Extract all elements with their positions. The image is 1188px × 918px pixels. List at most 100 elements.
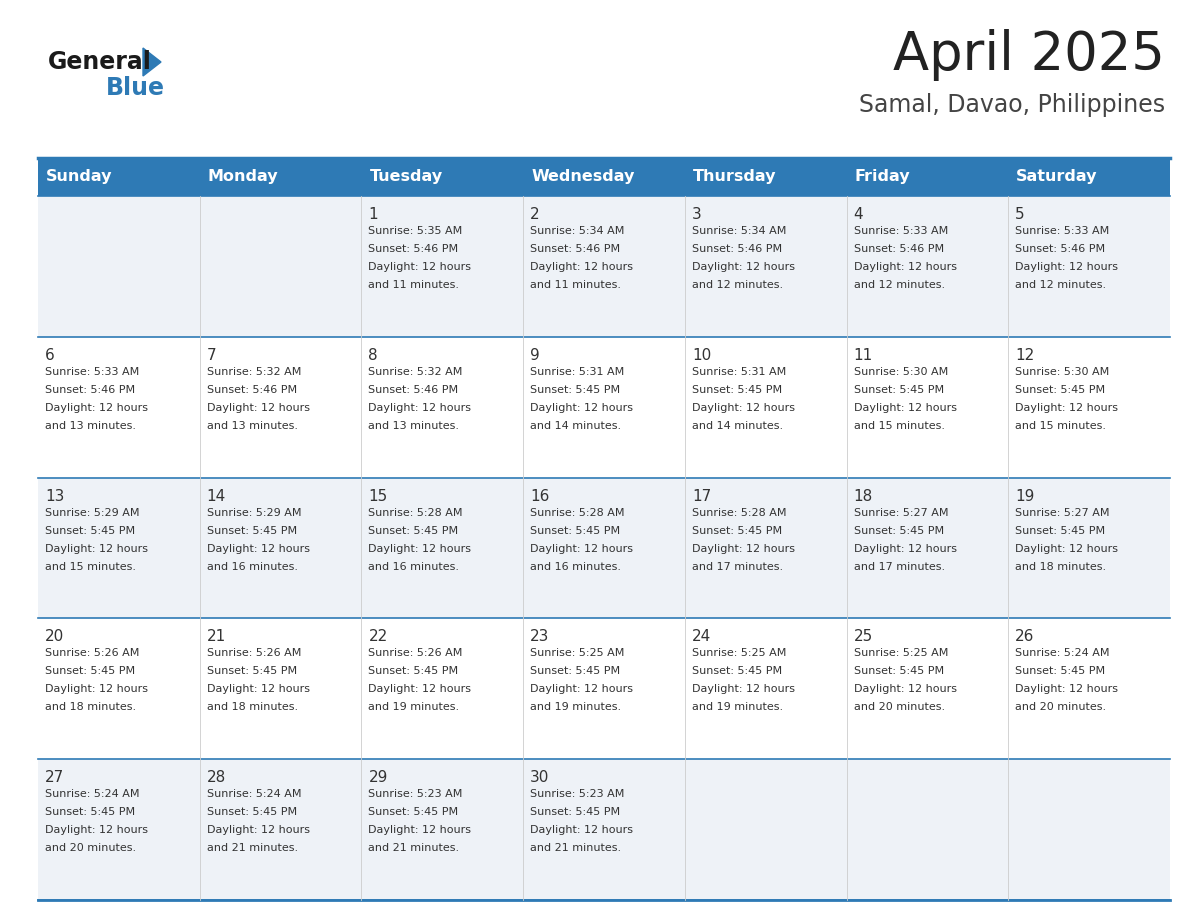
- Text: 29: 29: [368, 770, 387, 785]
- Text: 6: 6: [45, 348, 55, 363]
- Text: and 13 minutes.: and 13 minutes.: [207, 420, 298, 431]
- Text: Sunrise: 5:24 AM: Sunrise: 5:24 AM: [1016, 648, 1110, 658]
- Text: Daylight: 12 hours: Daylight: 12 hours: [1016, 543, 1118, 554]
- Text: and 19 minutes.: and 19 minutes.: [530, 702, 621, 712]
- Text: Sunset: 5:45 PM: Sunset: 5:45 PM: [691, 385, 782, 395]
- Text: 17: 17: [691, 488, 712, 504]
- Text: Daylight: 12 hours: Daylight: 12 hours: [530, 543, 633, 554]
- Text: Daylight: 12 hours: Daylight: 12 hours: [207, 685, 310, 694]
- Text: and 19 minutes.: and 19 minutes.: [691, 702, 783, 712]
- Text: Daylight: 12 hours: Daylight: 12 hours: [45, 543, 148, 554]
- Text: Sunrise: 5:31 AM: Sunrise: 5:31 AM: [691, 367, 786, 376]
- Text: Sunset: 5:45 PM: Sunset: 5:45 PM: [691, 666, 782, 677]
- Text: Daylight: 12 hours: Daylight: 12 hours: [207, 825, 310, 835]
- Text: and 20 minutes.: and 20 minutes.: [853, 702, 944, 712]
- Text: Sunset: 5:45 PM: Sunset: 5:45 PM: [45, 807, 135, 817]
- Text: Sunset: 5:45 PM: Sunset: 5:45 PM: [530, 385, 620, 395]
- Text: Daylight: 12 hours: Daylight: 12 hours: [530, 685, 633, 694]
- Text: Daylight: 12 hours: Daylight: 12 hours: [853, 403, 956, 413]
- Text: Daylight: 12 hours: Daylight: 12 hours: [691, 262, 795, 272]
- Text: Sunrise: 5:34 AM: Sunrise: 5:34 AM: [530, 226, 625, 236]
- Text: Daylight: 12 hours: Daylight: 12 hours: [691, 685, 795, 694]
- Text: Daylight: 12 hours: Daylight: 12 hours: [1016, 685, 1118, 694]
- Text: and 14 minutes.: and 14 minutes.: [691, 420, 783, 431]
- Bar: [38, 619, 1170, 759]
- Text: Sunrise: 5:32 AM: Sunrise: 5:32 AM: [207, 367, 301, 376]
- Text: and 17 minutes.: and 17 minutes.: [691, 562, 783, 572]
- Text: Sunrise: 5:33 AM: Sunrise: 5:33 AM: [853, 226, 948, 236]
- Text: Sunrise: 5:24 AM: Sunrise: 5:24 AM: [207, 789, 302, 800]
- Text: and 11 minutes.: and 11 minutes.: [530, 280, 621, 290]
- Text: 22: 22: [368, 630, 387, 644]
- Text: and 18 minutes.: and 18 minutes.: [207, 702, 298, 712]
- Text: and 15 minutes.: and 15 minutes.: [45, 562, 135, 572]
- Text: 23: 23: [530, 630, 550, 644]
- Text: 24: 24: [691, 630, 712, 644]
- Text: and 21 minutes.: and 21 minutes.: [368, 844, 460, 853]
- Text: Sunrise: 5:27 AM: Sunrise: 5:27 AM: [853, 508, 948, 518]
- Text: Monday: Monday: [208, 170, 278, 185]
- Text: Sunrise: 5:25 AM: Sunrise: 5:25 AM: [691, 648, 786, 658]
- Polygon shape: [143, 48, 162, 76]
- Text: and 13 minutes.: and 13 minutes.: [45, 420, 135, 431]
- Text: 21: 21: [207, 630, 226, 644]
- Text: and 21 minutes.: and 21 minutes.: [530, 844, 621, 853]
- Text: 9: 9: [530, 348, 539, 363]
- Text: and 16 minutes.: and 16 minutes.: [207, 562, 298, 572]
- Text: Daylight: 12 hours: Daylight: 12 hours: [207, 543, 310, 554]
- Text: Sunset: 5:45 PM: Sunset: 5:45 PM: [853, 526, 943, 535]
- Text: Sunset: 5:45 PM: Sunset: 5:45 PM: [530, 807, 620, 817]
- Text: Sunrise: 5:29 AM: Sunrise: 5:29 AM: [45, 508, 139, 518]
- Text: Sunrise: 5:31 AM: Sunrise: 5:31 AM: [530, 367, 625, 376]
- Text: Daylight: 12 hours: Daylight: 12 hours: [853, 543, 956, 554]
- Text: 1: 1: [368, 207, 378, 222]
- Text: Daylight: 12 hours: Daylight: 12 hours: [368, 685, 472, 694]
- Text: Sunset: 5:46 PM: Sunset: 5:46 PM: [45, 385, 135, 395]
- Text: Sunset: 5:46 PM: Sunset: 5:46 PM: [530, 244, 620, 254]
- Text: Daylight: 12 hours: Daylight: 12 hours: [45, 825, 148, 835]
- Text: Sunset: 5:45 PM: Sunset: 5:45 PM: [207, 807, 297, 817]
- Bar: [38, 158, 1170, 196]
- Text: Sunset: 5:45 PM: Sunset: 5:45 PM: [530, 666, 620, 677]
- Text: 5: 5: [1016, 207, 1025, 222]
- Text: 13: 13: [45, 488, 64, 504]
- Text: 26: 26: [1016, 630, 1035, 644]
- Text: and 14 minutes.: and 14 minutes.: [530, 420, 621, 431]
- Text: Sunset: 5:46 PM: Sunset: 5:46 PM: [691, 244, 782, 254]
- Text: Friday: Friday: [854, 170, 910, 185]
- Text: Sunset: 5:46 PM: Sunset: 5:46 PM: [368, 244, 459, 254]
- Text: and 17 minutes.: and 17 minutes.: [853, 562, 944, 572]
- Text: General: General: [48, 50, 152, 74]
- Text: and 21 minutes.: and 21 minutes.: [207, 844, 298, 853]
- Text: Daylight: 12 hours: Daylight: 12 hours: [368, 543, 472, 554]
- Text: 19: 19: [1016, 488, 1035, 504]
- Text: 7: 7: [207, 348, 216, 363]
- Text: Sunrise: 5:29 AM: Sunrise: 5:29 AM: [207, 508, 302, 518]
- Text: Saturday: Saturday: [1016, 170, 1098, 185]
- Bar: [38, 477, 1170, 619]
- Text: Sunset: 5:45 PM: Sunset: 5:45 PM: [530, 526, 620, 535]
- Text: and 18 minutes.: and 18 minutes.: [45, 702, 137, 712]
- Text: Daylight: 12 hours: Daylight: 12 hours: [368, 825, 472, 835]
- Text: Sunrise: 5:34 AM: Sunrise: 5:34 AM: [691, 226, 786, 236]
- Text: Sunset: 5:45 PM: Sunset: 5:45 PM: [207, 666, 297, 677]
- Text: and 18 minutes.: and 18 minutes.: [1016, 562, 1106, 572]
- Text: 11: 11: [853, 348, 873, 363]
- Text: 4: 4: [853, 207, 864, 222]
- Text: Sunset: 5:45 PM: Sunset: 5:45 PM: [853, 385, 943, 395]
- Text: Daylight: 12 hours: Daylight: 12 hours: [853, 262, 956, 272]
- Text: Sunrise: 5:23 AM: Sunrise: 5:23 AM: [530, 789, 625, 800]
- Text: Sunset: 5:46 PM: Sunset: 5:46 PM: [853, 244, 943, 254]
- Text: Daylight: 12 hours: Daylight: 12 hours: [368, 403, 472, 413]
- Text: Daylight: 12 hours: Daylight: 12 hours: [207, 403, 310, 413]
- Text: Sunset: 5:45 PM: Sunset: 5:45 PM: [45, 666, 135, 677]
- Text: 16: 16: [530, 488, 550, 504]
- Text: Daylight: 12 hours: Daylight: 12 hours: [530, 825, 633, 835]
- Text: Tuesday: Tuesday: [369, 170, 443, 185]
- Text: 12: 12: [1016, 348, 1035, 363]
- Text: Daylight: 12 hours: Daylight: 12 hours: [1016, 403, 1118, 413]
- Text: and 15 minutes.: and 15 minutes.: [1016, 420, 1106, 431]
- Text: Sunset: 5:45 PM: Sunset: 5:45 PM: [1016, 666, 1105, 677]
- Text: and 13 minutes.: and 13 minutes.: [368, 420, 460, 431]
- Text: Daylight: 12 hours: Daylight: 12 hours: [691, 543, 795, 554]
